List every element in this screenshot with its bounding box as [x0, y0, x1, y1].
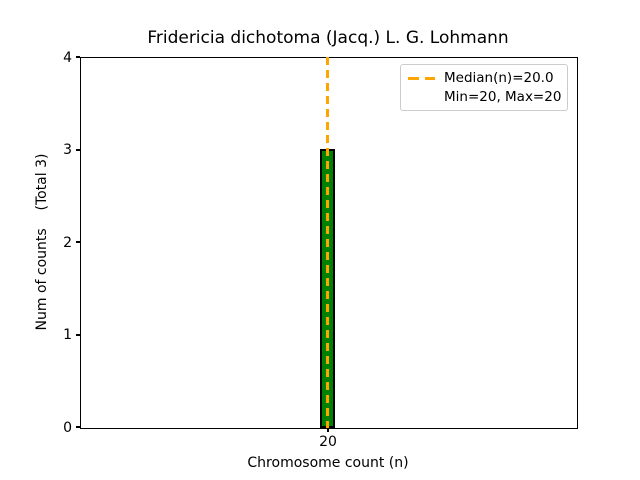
chart-title: Fridericia dichotoma (Jacq.) L. G. Lohma… [147, 28, 509, 48]
median-line [326, 57, 329, 428]
y-tick-mark-2 [76, 241, 80, 243]
y-tick-mark-4 [76, 56, 80, 58]
y-axis-label: Num of counts (Total 3) [34, 153, 50, 331]
y-tick-mark-3 [76, 149, 80, 151]
legend-entry-median: Median(n)=20.0 [408, 69, 559, 88]
legend-handle-spacer [408, 95, 435, 98]
legend: Median(n)=20.0 Min=20, Max=20 [400, 64, 568, 111]
legend-label-minmax: Min=20, Max=20 [444, 88, 562, 105]
y-tick-label-3: 3 [63, 142, 72, 158]
x-tick-mark-20 [327, 428, 329, 432]
y-tick-mark-0 [76, 426, 80, 428]
y-tick-label-2: 2 [63, 235, 72, 251]
y-tick-label-1: 1 [63, 327, 72, 343]
x-axis-label: Chromosome count (n) [247, 455, 409, 471]
legend-entry-minmax: Min=20, Max=20 [408, 88, 562, 107]
legend-label-median: Median(n)=20.0 [444, 70, 554, 87]
y-tick-label-4: 4 [63, 50, 72, 66]
y-tick-mark-1 [76, 334, 80, 336]
y-tick-label-0: 0 [63, 420, 72, 436]
dashed-line-icon [408, 76, 435, 80]
x-tick-label-20: 20 [319, 434, 337, 450]
